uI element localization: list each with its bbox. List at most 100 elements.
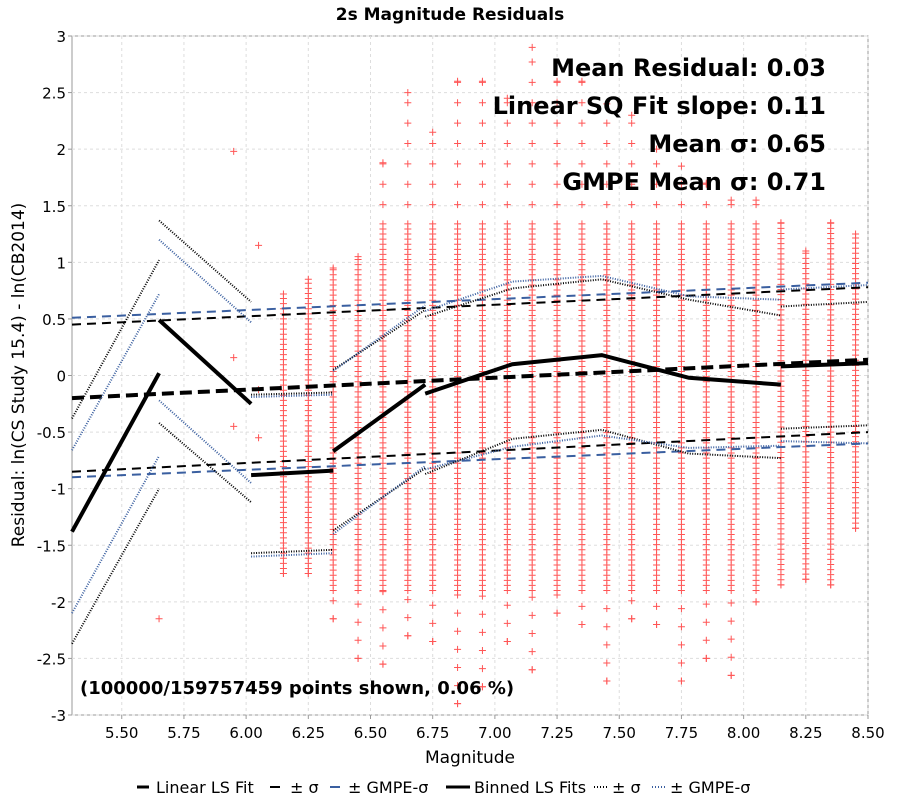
scatter-point — [702, 636, 710, 644]
scatter-point — [653, 620, 661, 628]
scatter-point — [404, 596, 412, 604]
scatter-point — [528, 99, 536, 107]
scatter-point — [528, 119, 536, 127]
scatter-point — [827, 219, 835, 227]
scatter-point — [578, 160, 586, 168]
scatter-point — [528, 220, 536, 228]
scatter-point — [478, 201, 486, 209]
scatter-point — [478, 628, 486, 636]
gmpe-sigma-annotation: GMPE Mean σ: 0.71 — [562, 168, 826, 196]
binned-plus-sigma-line — [780, 300, 869, 308]
scatter-point — [404, 201, 412, 209]
x-tick-label: 6.50 — [354, 724, 387, 742]
scatter-point — [429, 201, 437, 209]
scatter-point — [578, 77, 586, 85]
scatter-point — [677, 201, 685, 209]
scatter-point — [628, 597, 636, 605]
binned-minus-sigma-line — [424, 428, 781, 475]
y-tick-label: -1.5 — [37, 537, 66, 555]
scatter-point — [304, 570, 312, 578]
scatter-point — [503, 201, 511, 209]
scatter-point — [478, 220, 486, 228]
scatter-point — [677, 180, 685, 188]
x-tick-label: 7.25 — [540, 724, 573, 742]
scatter-point — [702, 179, 710, 187]
binned-plus-sigma-line — [71, 259, 160, 419]
scatter-point — [230, 147, 238, 155]
binned-minus-gmpe-line — [251, 552, 334, 558]
scatter-point — [727, 617, 735, 625]
binned-plus-sigma-line — [158, 219, 252, 303]
scatter-point — [454, 140, 462, 148]
scatter-point — [454, 627, 462, 635]
scatter-point — [503, 94, 511, 102]
scatter-point — [553, 220, 561, 228]
legend-label-linear-gmpe: ± GMPE-σ — [348, 778, 428, 797]
scatter-point — [255, 241, 263, 249]
scatter-point — [578, 180, 586, 188]
binned-minus-gmpe-line — [780, 440, 869, 445]
scatter-point — [454, 119, 462, 127]
scatter-point — [578, 140, 586, 148]
binned-plus-gmpe-line — [158, 238, 252, 324]
scatter-point — [727, 653, 735, 661]
binned-plus-gmpe-line — [780, 284, 869, 291]
binned-minus-sigma-line — [780, 424, 869, 430]
x-tick-label: 8.25 — [789, 724, 822, 742]
y-tick-label: -0.5 — [37, 424, 66, 442]
scatter-point — [454, 99, 462, 107]
scatter-point — [528, 43, 536, 51]
scatter-point — [752, 220, 760, 228]
y-tick-label: 2.5 — [42, 85, 66, 103]
y-tick-label: 3 — [56, 28, 66, 46]
scatter-point — [752, 196, 760, 204]
x-tick-label: 8.50 — [851, 724, 884, 742]
y-tick-label: -2.5 — [37, 650, 66, 668]
scatter-point — [653, 201, 661, 209]
scatter-point — [528, 593, 536, 601]
binned-plus-gmpe-line — [251, 393, 334, 398]
scatter-point — [429, 160, 437, 168]
binned-minus-sigma-line — [332, 467, 426, 532]
scatter-point — [404, 220, 412, 228]
scatter-point — [677, 677, 685, 685]
scatter-point — [603, 659, 611, 667]
x-tick-label: 5.75 — [167, 724, 200, 742]
scatter-point — [279, 290, 287, 298]
scatter-point — [528, 58, 536, 66]
binned-minus-gmpe-line — [158, 399, 252, 484]
legend-label-binned-gmpe: ± GMPE-σ — [670, 778, 750, 797]
x-axis-ticks: 5.50 5.75 6.00 6.25 6.50 6.75 7.00 7.25 7.50 7.75… — [105, 715, 885, 742]
x-axis-label: Magnitude — [425, 748, 515, 768]
scatter-point — [454, 180, 462, 188]
scatter-point — [404, 89, 412, 97]
scatter-point — [578, 602, 586, 610]
scatter-point — [404, 632, 412, 640]
scatter-point — [603, 140, 611, 148]
scatter-point — [528, 648, 536, 656]
x-tick-label: 5.50 — [105, 724, 138, 742]
scatter-point — [503, 619, 511, 627]
grid-lines — [72, 35, 869, 716]
binned-fit-line — [332, 382, 427, 453]
scatter-point — [429, 637, 437, 645]
scatter-point — [304, 275, 312, 283]
scatter-point — [379, 606, 387, 614]
scatter-point — [578, 620, 586, 628]
scatter-point — [478, 610, 486, 618]
linear-minus-sigma-line — [71, 431, 869, 473]
linear-minus-gmpe-line — [71, 442, 869, 479]
scatter-point — [603, 220, 611, 228]
scatter-point — [727, 671, 735, 679]
binned-minus-sigma-line — [71, 488, 160, 645]
scatter-point — [702, 618, 710, 626]
scatter-point — [528, 630, 536, 638]
scatter-point — [454, 645, 462, 653]
scatter-point — [379, 588, 387, 596]
x-tick-label: 6.75 — [416, 724, 449, 742]
binned-fit-line — [70, 372, 161, 533]
binned-fit-line — [250, 468, 334, 478]
scatter-point — [379, 642, 387, 650]
scatter-point — [404, 180, 412, 188]
